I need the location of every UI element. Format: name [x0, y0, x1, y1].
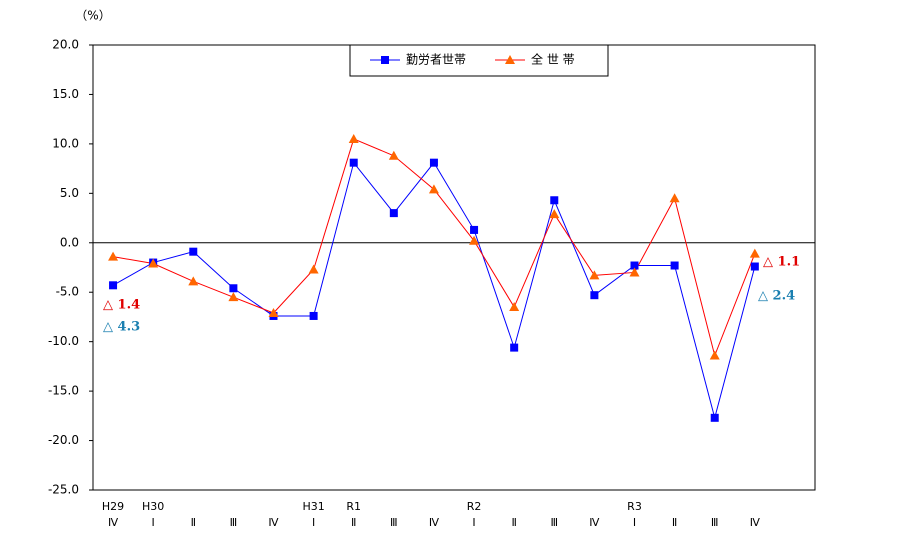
marker	[509, 302, 520, 312]
x-tick-label: Ⅲ	[390, 516, 398, 529]
x-year-label: R2	[467, 500, 482, 513]
y-tick-label: 10.0	[52, 136, 79, 150]
y-tick-label: 20.0	[52, 38, 79, 52]
x-tick-label: Ⅲ	[711, 516, 719, 529]
marker	[148, 258, 159, 268]
series-line	[112, 161, 756, 420]
y-tick-label: 0.0	[60, 235, 79, 249]
plot-frame	[92, 44, 816, 491]
marker	[669, 193, 680, 203]
marker	[710, 413, 719, 422]
x-tick-label: Ⅱ	[672, 516, 677, 529]
x-tick-label: Ⅰ	[152, 516, 155, 529]
x-year-label: R1	[346, 500, 361, 513]
marker	[349, 158, 358, 167]
marker	[470, 225, 479, 234]
marker	[109, 281, 118, 290]
y-tick-label: 15.0	[52, 87, 79, 101]
x-tick-label: Ⅳ	[750, 516, 761, 529]
y-tick-label: 5.0	[60, 186, 79, 200]
marker	[590, 291, 599, 300]
marker	[268, 307, 279, 317]
marker	[388, 150, 399, 160]
marker	[670, 261, 679, 270]
y-tick-label: -15.0	[48, 384, 79, 398]
marker	[189, 247, 198, 256]
marker	[589, 270, 600, 280]
x-tick-label: Ⅰ	[312, 516, 315, 529]
legend-label: 勤労者世帯	[406, 53, 466, 67]
marker	[228, 292, 239, 302]
marker	[389, 209, 398, 218]
marker	[750, 262, 759, 271]
x-tick-label: Ⅳ	[429, 516, 440, 529]
marker	[510, 343, 519, 352]
marker	[428, 184, 439, 194]
annotation: △ 4.3	[103, 320, 140, 335]
y-tick-label: -20.0	[48, 433, 79, 447]
legend-marker	[505, 55, 515, 64]
series-line	[112, 138, 756, 358]
x-year-label: H31	[302, 500, 324, 513]
y-unit: （%）	[75, 9, 110, 23]
x-tick-label: Ⅰ	[633, 516, 636, 529]
marker	[308, 264, 319, 274]
marker	[348, 133, 359, 143]
marker	[188, 276, 199, 286]
x-tick-label: Ⅱ	[511, 516, 516, 529]
annotation: △ 1.4	[103, 298, 140, 313]
x-year-label: R3	[627, 500, 642, 513]
legend-box	[349, 44, 609, 77]
x-tick-label: Ⅲ	[550, 516, 558, 529]
y-tick-label: -5.0	[56, 285, 79, 299]
marker	[108, 251, 119, 261]
x-tick-label: Ⅰ	[472, 516, 475, 529]
marker	[469, 235, 480, 245]
marker	[550, 196, 559, 205]
x-year-label: H29	[102, 500, 124, 513]
marker	[749, 248, 760, 258]
marker	[309, 311, 318, 320]
x-year-label: H30	[142, 500, 164, 513]
marker	[549, 209, 560, 219]
x-tick-label: Ⅳ	[589, 516, 600, 529]
x-tick-label: Ⅲ	[230, 516, 238, 529]
x-tick-label: Ⅳ	[108, 516, 119, 529]
y-tick-label: -10.0	[48, 334, 79, 348]
x-tick-label: Ⅱ	[351, 516, 356, 529]
x-tick-label: Ⅱ	[191, 516, 196, 529]
x-tick-label: Ⅳ	[268, 516, 279, 529]
y-tick-label: -25.0	[48, 483, 79, 497]
annotation: △ 2.4	[758, 289, 795, 304]
marker	[709, 350, 720, 360]
marker	[630, 261, 639, 270]
legend-marker	[381, 56, 389, 64]
annotation: △ 1.1	[763, 255, 800, 270]
legend-label: 全 世 帯	[531, 52, 575, 67]
marker	[229, 284, 238, 293]
marker	[629, 267, 640, 277]
marker	[429, 158, 438, 167]
